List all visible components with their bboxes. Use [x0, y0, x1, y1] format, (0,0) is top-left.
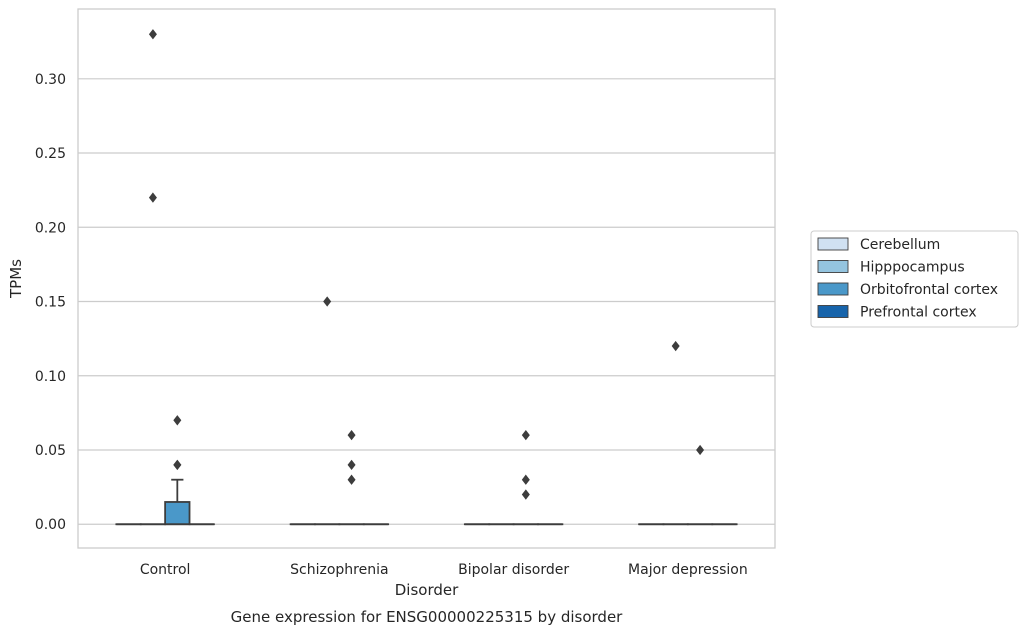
outlier-point [671, 340, 680, 352]
x-tick-label: Bipolar disorder [458, 562, 569, 578]
y-tick-label: 0.10 [35, 369, 66, 385]
outlier-point [173, 459, 182, 471]
chart-caption: Gene expression for ENSG00000225315 by d… [231, 608, 624, 626]
outlier-point [521, 489, 530, 500]
outlier-point [148, 29, 157, 40]
legend-label: Cerebellum [860, 237, 940, 253]
y-axis-label: TPMs [7, 259, 25, 299]
gridlines [78, 78, 775, 525]
y-tick-label: 0.20 [35, 220, 66, 236]
outlier-point [696, 444, 705, 456]
legend-label: Orbitofrontal cortex [860, 282, 998, 298]
y-tick-label: 0.05 [35, 443, 66, 459]
x-tick-label: Control [140, 562, 191, 578]
outlier-point [347, 429, 356, 441]
legend: Cerebellum Hipppocampus Orbitofrontal cort… [810, 230, 1019, 328]
y-tick-label: 0.15 [35, 295, 66, 311]
x-tick-label: Schizophrenia [290, 562, 388, 578]
y-axis-ticks: 0.00 0.05 0.10 0.15 0.20 0.25 0.30 [35, 72, 66, 533]
x-axis-ticks: Control Schizophrenia Bipolar disorder Majo… [140, 562, 748, 578]
y-tick-label: 0.25 [35, 146, 66, 162]
legend-swatch [817, 237, 849, 251]
outlier-point [173, 415, 182, 426]
outlier-point [148, 192, 157, 203]
outlier-points [148, 29, 705, 500]
legend-swatch [817, 282, 849, 296]
outlier-point [323, 296, 332, 307]
x-tick-label: Major depression [628, 562, 748, 578]
outlier-point [347, 474, 356, 485]
y-tick-label: 0.00 [35, 517, 66, 533]
legend-label: Prefrontal cortex [860, 305, 977, 321]
legend-frame [810, 230, 1019, 328]
outlier-point [521, 474, 530, 485]
box [164, 501, 191, 526]
x-axis-label: Disorder [395, 581, 459, 599]
legend-label: Hipppocampus [860, 260, 965, 276]
legend-swatch [817, 260, 849, 273]
plot-frame [77, 8, 776, 549]
box-series [115, 478, 738, 526]
y-tick-label: 0.30 [35, 72, 66, 88]
legend-swatch [817, 305, 849, 318]
outlier-point [521, 429, 530, 441]
outlier-point [347, 459, 356, 471]
